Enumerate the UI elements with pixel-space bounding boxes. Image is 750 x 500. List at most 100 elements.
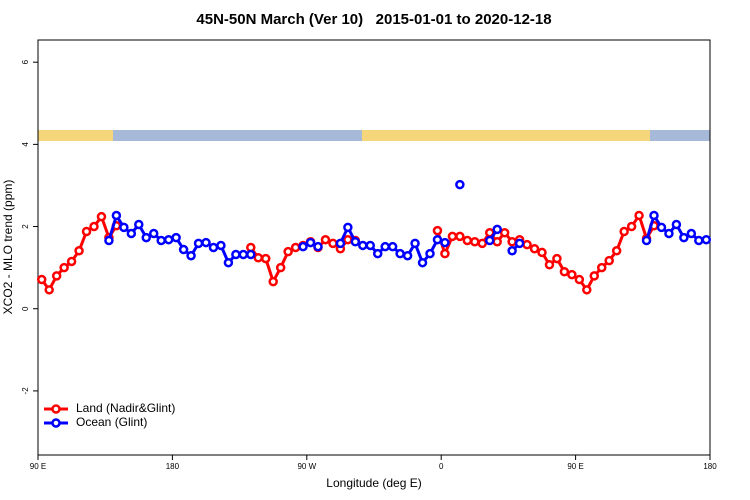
data-point [611, 246, 622, 256]
data-point [372, 248, 383, 259]
ocean-strip [113, 130, 362, 141]
data-point [141, 232, 152, 243]
data-point [440, 248, 450, 259]
data-point [253, 253, 264, 263]
data-point [380, 241, 390, 252]
data-point [544, 260, 555, 270]
data-point [686, 228, 697, 239]
data-point [440, 237, 450, 248]
data-point [178, 244, 189, 255]
data-point [514, 238, 525, 249]
data-point [537, 247, 547, 258]
data-point [365, 240, 376, 251]
data-point [567, 269, 577, 280]
y-tick-label: -2 [21, 387, 30, 395]
legend-label: Land (Nadir&Glint) [76, 401, 175, 415]
x-tick-label: 180 [166, 462, 180, 471]
data-point [163, 234, 174, 245]
data-point [313, 241, 323, 252]
data-point [74, 246, 84, 256]
data-point [156, 235, 166, 246]
land-strip [362, 130, 650, 141]
data-point [589, 271, 600, 281]
data-point [641, 235, 652, 246]
x-tick-label: 180 [703, 462, 717, 471]
x-axis-label: Longitude (deg E) [326, 476, 421, 490]
data-point [664, 228, 674, 239]
data-point [298, 241, 308, 252]
data-point [305, 237, 316, 248]
data-point [59, 262, 69, 273]
data-point [350, 236, 361, 247]
x-tick-label: 90 W [297, 462, 316, 471]
data-point [492, 236, 502, 247]
data-point [470, 236, 480, 247]
data-point [619, 226, 629, 237]
data-point [111, 210, 122, 221]
data-point [574, 274, 585, 285]
data-point [290, 242, 301, 253]
data-point [694, 235, 704, 246]
data-point [66, 256, 77, 267]
data-point [193, 238, 204, 249]
data-point [275, 262, 286, 273]
data-point [343, 222, 353, 233]
data-point [447, 231, 458, 242]
data-point [522, 239, 532, 250]
legend: Land (Nadir&Glint)Ocean (Glint) [44, 401, 175, 429]
y-axis-label: XCO2 - MLO trend (ppm) [1, 180, 15, 315]
data-point [477, 238, 488, 249]
x-tick-label: 90 E [567, 462, 583, 471]
y-tick-label: 2 [21, 224, 30, 229]
data-point [410, 238, 420, 249]
data-point [671, 219, 682, 230]
data-point [656, 222, 667, 233]
data-point [395, 248, 405, 259]
data-point [604, 255, 614, 266]
data-point [104, 235, 114, 246]
data-point [626, 221, 637, 232]
data-point [268, 276, 278, 287]
data-point [432, 234, 443, 245]
data-point [134, 219, 144, 230]
data-point [148, 228, 159, 239]
ocean-strip [650, 130, 710, 141]
legend-marker [51, 404, 61, 414]
data-point [649, 210, 659, 221]
data-point [320, 234, 331, 245]
x-tick-label: 0 [439, 462, 444, 471]
data-point [119, 222, 129, 233]
data-point [529, 243, 540, 254]
data-point [425, 248, 435, 259]
data-point [358, 240, 368, 251]
land-strip [38, 130, 113, 141]
y-tick-label: 6 [21, 59, 30, 64]
data-point [89, 221, 99, 232]
data-point [231, 249, 241, 260]
map-strip [38, 130, 710, 141]
data-point [126, 228, 137, 239]
data-point [36, 274, 47, 285]
data-point [328, 238, 338, 249]
chart-title: 45N-50N March (Ver 10) 2015-01-01 to 202… [196, 11, 551, 28]
data-point [484, 235, 495, 246]
data-point [238, 249, 249, 260]
data-point [432, 225, 443, 236]
legend-label: Ocean (Glint) [76, 415, 147, 429]
data-point [223, 257, 234, 268]
data-point [186, 250, 196, 261]
y-tick-label: 4 [21, 142, 30, 147]
data-point [499, 227, 510, 238]
data-point [201, 237, 211, 248]
data-point [387, 241, 398, 252]
data-point [96, 211, 107, 222]
data-point [552, 253, 562, 264]
data-point [582, 285, 592, 295]
data-point [462, 235, 473, 246]
data-point [335, 238, 346, 249]
data-point [216, 240, 226, 251]
data-point [701, 234, 712, 245]
data-point [596, 262, 607, 273]
plot-frame [37, 39, 711, 456]
